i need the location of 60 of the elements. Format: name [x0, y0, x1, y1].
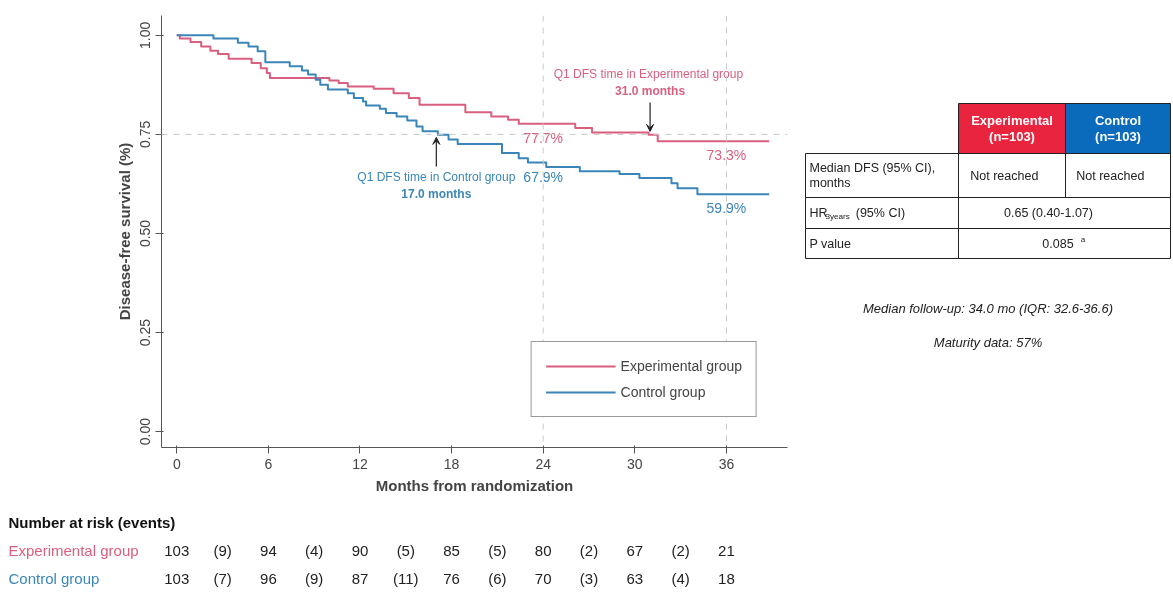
- annotation: 73.3%: [706, 147, 747, 164]
- text: (2): [671, 542, 690, 559]
- legend-label: Control group: [620, 384, 706, 400]
- text: 18: [718, 569, 735, 587]
- text: (9): [213, 542, 232, 559]
- text: 80: [534, 541, 552, 559]
- text: 63: [626, 569, 644, 587]
- category-label: Experimental (n=103): [971, 113, 1053, 144]
- x-tick-label: 0: [172, 455, 181, 472]
- annotation: 59.9%: [706, 200, 747, 217]
- text: Not reached: [1076, 168, 1145, 183]
- annotation: Q1 DFS time in Control group 17.0 months: [357, 170, 516, 202]
- category-label: Control (n=103): [1094, 113, 1142, 144]
- x-tick-label: 30: [627, 455, 643, 472]
- text: (4): [305, 542, 324, 559]
- category-label: Median DFS (95% CI), months: [809, 161, 936, 190]
- text: (11): [393, 570, 419, 587]
- text: 87: [351, 569, 369, 587]
- text: 94: [260, 541, 277, 559]
- y-tick-label: 0.25: [137, 318, 154, 347]
- y-tick-label: 0.50: [137, 219, 154, 248]
- text: (9): [305, 570, 324, 587]
- text: Maturity data: 57%: [933, 335, 1043, 350]
- x-tick-label: 6: [264, 455, 273, 472]
- text: Median follow-up: 34.0 mo (IQR: 32.6-36.6): [863, 301, 1114, 316]
- text: (6): [488, 570, 507, 587]
- text: (2): [579, 542, 599, 559]
- text: 21: [718, 541, 735, 559]
- text: 85: [443, 541, 460, 559]
- annotation: 77.7%: [523, 129, 564, 146]
- text: (7): [213, 570, 232, 587]
- text: 0.65 (0.40-1.07): [1004, 206, 1093, 220]
- category-label: Control group: [8, 570, 100, 587]
- text: 96: [260, 569, 277, 587]
- category-label: Experimental group: [8, 542, 139, 559]
- text: 103: [164, 541, 190, 559]
- x-tick-label: 24: [535, 455, 552, 472]
- y-tick-label: 0.00: [137, 417, 154, 446]
- text: Number at risk (events): [8, 514, 176, 531]
- text: (5): [396, 542, 415, 559]
- x-tick-label: 18: [443, 455, 460, 472]
- x-axis-title: Months from randomization: [375, 476, 574, 494]
- y-tick-label: 1.00: [137, 21, 154, 49]
- y-axis-title: Disease-free survival (%): [115, 142, 133, 321]
- text: Not reached: [970, 168, 1039, 183]
- annotation: 67.9%: [523, 168, 564, 185]
- x-tick-label: 36: [718, 455, 735, 472]
- text: (5): [488, 542, 507, 559]
- x-tick-label: 12: [352, 455, 368, 472]
- annotation: Q1 DFS time in Experimental group 31.0 months: [553, 67, 744, 99]
- text: (3): [579, 570, 599, 587]
- text: 67: [626, 541, 644, 559]
- y-tick-label: 0.75: [137, 120, 154, 149]
- text: 76: [443, 569, 460, 587]
- text: 70: [534, 569, 552, 587]
- text: 103: [164, 569, 190, 587]
- category-label: P value: [809, 236, 851, 251]
- text: 90: [351, 541, 369, 559]
- legend-label: Experimental group: [620, 358, 742, 374]
- text: (4): [671, 570, 690, 587]
